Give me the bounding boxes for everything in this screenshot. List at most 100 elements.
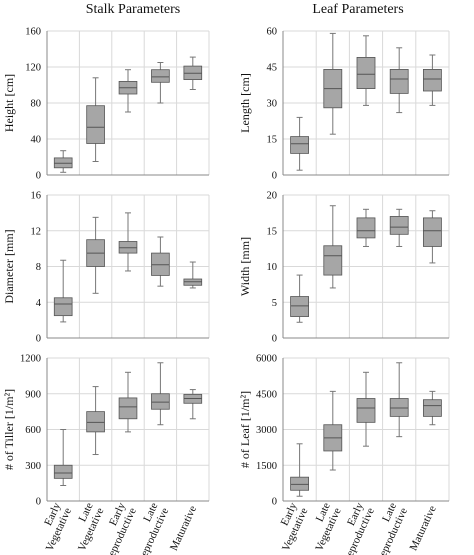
- stalk-diameter-box-2: [86, 216, 105, 294]
- leaf-width-y-tick-label: 15: [267, 226, 278, 237]
- leaf-length-panel: 0 15 30 45 60 Length [cm]: [238, 27, 450, 182]
- stalk-tiller-y-tick-label: 0: [36, 497, 41, 508]
- leaf-count-y-tick-label: 6000: [256, 354, 277, 365]
- leaf-length-iqr-box: [290, 136, 310, 154]
- stalk-tiller-y-tick-label: 900: [25, 389, 41, 400]
- leaf-count-iqr-box: [422, 399, 442, 417]
- leaf-length-iqr-box: [356, 57, 376, 90]
- stalk-diameter-box-3: [118, 212, 138, 272]
- leaf-column-title: Leaf Parameters: [312, 2, 403, 17]
- leaf-length-iqr-box: [422, 69, 442, 92]
- leaf-width-box-4: [389, 208, 409, 247]
- stalk-height-box-4: [151, 62, 170, 104]
- leaf-width-y-tick-label: 10: [267, 262, 278, 273]
- stalk-height-box-3: [118, 69, 138, 113]
- leaf-length-box-2: [323, 32, 343, 135]
- leaf-length-box-5: [422, 54, 442, 106]
- stalk-height-y-tick-label: 40: [31, 135, 42, 146]
- stalk-diameter-box-1: [53, 259, 73, 323]
- leaf-count-y-axis-label: # of Leaf [1/m²]: [238, 391, 252, 468]
- leaf-count-box-5: [422, 390, 442, 426]
- leaf-width-y-tick-label: 5: [272, 298, 277, 309]
- leaf-width-box-5: [422, 210, 442, 264]
- leaf-count-iqr-box: [389, 398, 409, 417]
- leaf-length-y-tick-label: 60: [267, 27, 278, 38]
- category-label-leaf-2: LateVegetative: [302, 501, 343, 553]
- category-label-leaf-5: Maturative: [407, 504, 438, 553]
- leaf-width-box-3: [356, 208, 376, 247]
- category-label-stalk-2: LateVegetative: [65, 501, 106, 553]
- stalk-diameter-y-tick-label: 12: [31, 226, 42, 237]
- leaf-width-iqr-box: [422, 217, 442, 247]
- leaf-length-box-3: [356, 35, 376, 106]
- stalk-tiller-box-3: [118, 371, 138, 433]
- stalk-height-panel: 0 40 80 120 160 Height [cm]: [2, 27, 210, 182]
- stalk-height-box-5: [183, 56, 203, 90]
- leaf-count-y-tick-label: 1500: [256, 461, 277, 472]
- leaf-count-box-4: [389, 362, 409, 438]
- stalk-height-iqr-box: [151, 69, 170, 83]
- leaf-width-panel: 0 5 10 15 20 Width [mm]: [238, 191, 450, 345]
- stalk-diameter-y-tick-label: 4: [36, 298, 42, 309]
- leaf-count-y-tick-label: 4500: [256, 389, 277, 400]
- stalk-height-box-2: [86, 77, 105, 162]
- stalk-diameter-y-axis-label: Diameter [mm]: [2, 229, 16, 303]
- leaf-length-y-tick-label: 0: [272, 171, 277, 182]
- leaf-length-box-4: [389, 47, 409, 114]
- stalk-tiller-box-5: [183, 389, 203, 420]
- stalk-height-y-tick-label: 160: [25, 27, 41, 38]
- category-label-line: Maturative: [407, 504, 438, 553]
- leaf-width-iqr-box: [356, 217, 376, 239]
- leaf-length-y-tick-label: 15: [267, 135, 278, 146]
- leaf-count-box-2: [323, 390, 343, 471]
- category-label-stalk-5: Maturative: [168, 504, 199, 553]
- leaf-width-box-2: [323, 205, 343, 289]
- category-label-stalk-1: EarlyVegetative: [33, 500, 75, 553]
- stalk-tiller-iqr-box: [86, 411, 105, 433]
- stalk-height-iqr-box: [86, 105, 105, 144]
- stalk-tiller-y-axis-label: # of Tiller [1/m²]: [2, 389, 16, 470]
- stalk-tiller-panel: 0 300 600 900 1200 # of Tiller [1/m²]: [2, 354, 210, 508]
- leaf-length-iqr-box: [389, 69, 409, 94]
- stalk-tiller-y-tick-label: 300: [25, 461, 41, 472]
- leaf-width-box-1: [290, 274, 310, 323]
- panels-layer: 0 40 80 120 160 Height [cm] 0 4 8 12 16 Diameter [m…: [2, 27, 450, 508]
- stalk-height-y-tick-label: 80: [31, 99, 42, 110]
- stalk-diameter-panel: 0 4 8 12 16 Diameter [mm]: [2, 191, 210, 345]
- leaf-count-iqr-box: [356, 398, 376, 423]
- leaf-length-y-tick-label: 45: [267, 63, 278, 74]
- leaf-length-y-axis-label: Length [cm]: [238, 73, 252, 133]
- leaf-count-box-3: [356, 371, 376, 447]
- leaf-width-y-tick-label: 0: [272, 334, 277, 345]
- stalk-height-y-axis-label: Height [cm]: [2, 74, 16, 132]
- leaf-count-iqr-box: [290, 476, 310, 491]
- leaf-width-y-axis-label: Width [mm]: [238, 237, 252, 296]
- stalk-diameter-y-tick-label: 0: [36, 334, 41, 345]
- stalk-diameter-box-5: [183, 261, 203, 289]
- leaf-width-iqr-box: [389, 216, 409, 235]
- leaf-count-box-1: [290, 443, 310, 497]
- stalk-tiller-iqr-box: [151, 393, 170, 410]
- stalk-tiller-iqr-box: [53, 464, 73, 479]
- leaf-count-y-tick-label: 0: [272, 497, 277, 508]
- leaf-length-y-tick-label: 30: [267, 99, 278, 110]
- leaf-length-box-1: [290, 116, 310, 171]
- stalk-diameter-box-4: [151, 236, 170, 287]
- leaf-width-iqr-box: [290, 296, 310, 317]
- leaf-width-y-tick-label: 20: [267, 191, 278, 202]
- category-label-leaf-1: EarlyVegetative: [269, 500, 311, 553]
- stalk-tiller-box-4: [151, 362, 170, 426]
- stalk-height-y-tick-label: 120: [25, 63, 41, 74]
- leaf-count-y-tick-label: 3000: [256, 425, 277, 436]
- stalk-height-y-tick-label: 0: [36, 171, 41, 182]
- stalk-tiller-y-tick-label: 1200: [20, 354, 41, 365]
- stalk-diameter-y-tick-label: 16: [31, 191, 42, 202]
- stalk-diameter-y-tick-label: 8: [36, 262, 41, 273]
- stalk-column-title: Stalk Parameters: [86, 2, 180, 17]
- category-label-line: Maturative: [168, 504, 199, 553]
- stalk-tiller-box-2: [86, 386, 105, 456]
- stalk-tiller-y-tick-label: 600: [25, 425, 41, 436]
- stalk-height-box-1: [53, 150, 73, 173]
- stalk-tiller-iqr-box: [118, 397, 138, 420]
